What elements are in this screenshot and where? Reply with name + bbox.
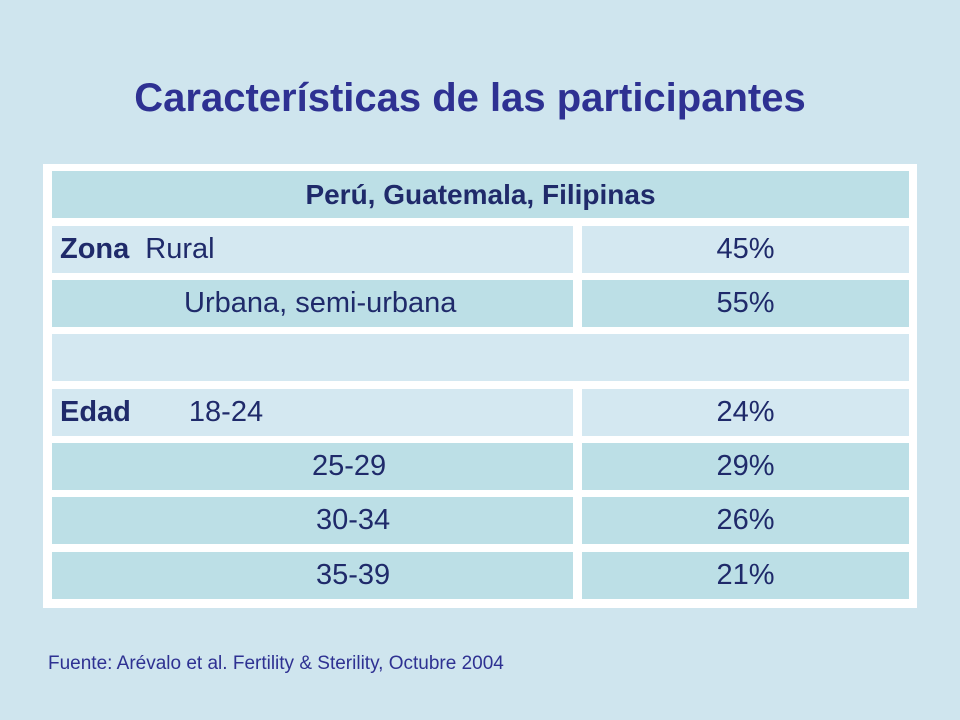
row-category: Rural xyxy=(145,233,215,265)
table-spacer-row xyxy=(52,334,909,381)
row-value: 21% xyxy=(582,552,909,599)
table-row-edad-18-24: Edad 18-24 xyxy=(52,389,573,436)
table-row-edad-35-39: 35-39 xyxy=(52,552,573,599)
row-value: 55% xyxy=(582,280,909,327)
row-value: 26% xyxy=(582,497,909,544)
row-value: 29% xyxy=(582,443,909,490)
row-value: 45% xyxy=(582,226,909,273)
row-category: 35-39 xyxy=(316,559,391,591)
table-row-zona-rural: Zona Rural xyxy=(52,226,573,273)
row-category: 30-34 xyxy=(316,504,391,536)
zona-label: Zona xyxy=(60,233,130,265)
row-category: Urbana, semi-urbana xyxy=(184,287,457,319)
row-category: 25-29 xyxy=(312,450,387,482)
edad-label: Edad xyxy=(60,396,131,428)
row-category: 18-24 xyxy=(188,396,264,428)
participants-table: Perú, Guatemala, Filipinas Zona Rural 45… xyxy=(43,164,917,608)
table-row-edad-30-34: 30-34 xyxy=(52,497,573,544)
table-row-zona-urbana: Urbana, semi-urbana xyxy=(52,280,573,327)
table-row-edad-25-29: 25-29 xyxy=(52,443,573,490)
source-footnote: Fuente: Arévalo et al. Fertility & Steri… xyxy=(48,653,504,674)
page-title: Características de las participantes xyxy=(134,76,806,120)
table-header: Perú, Guatemala, Filipinas xyxy=(52,171,909,218)
row-value: 24% xyxy=(582,389,909,436)
